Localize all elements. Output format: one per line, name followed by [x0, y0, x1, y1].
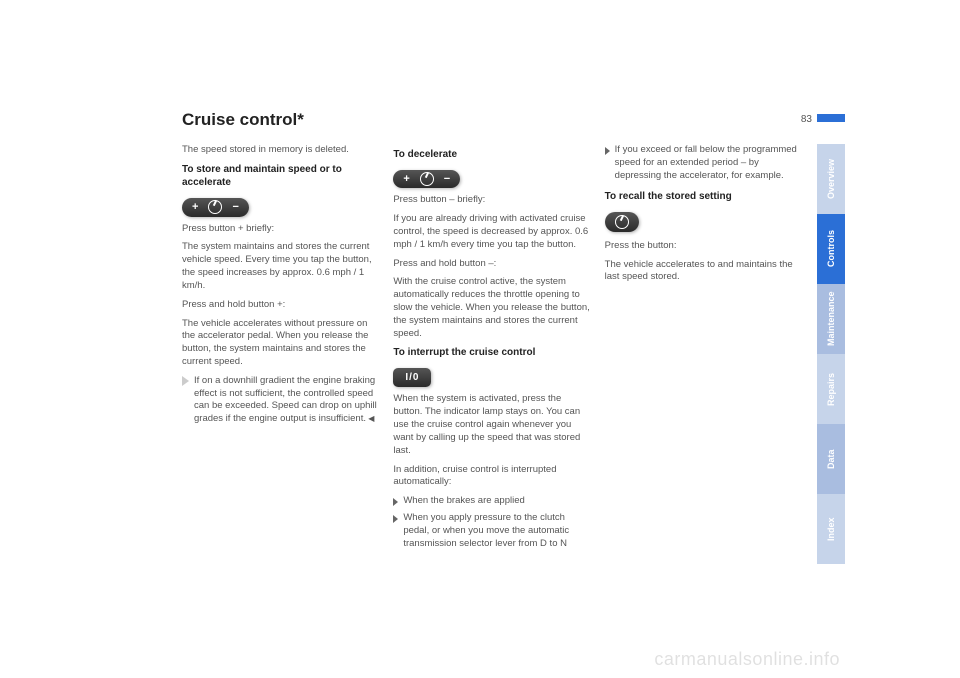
subheading-decelerate: To decelerate: [393, 148, 590, 162]
tab-controls[interactable]: Controls: [817, 214, 845, 284]
body-text: Press the button:: [605, 240, 802, 253]
column-2: To decelerate + − Press button – briefly…: [393, 144, 590, 554]
bullet-icon: [605, 147, 610, 155]
button-graphic-plus-dial-minus: + −: [182, 198, 249, 217]
dial-icon: [420, 172, 434, 186]
plus-icon: +: [192, 200, 198, 215]
bullet-item: If you exceed or fall below the programm…: [605, 144, 802, 182]
bullet-text: When the brakes are applied: [403, 495, 524, 508]
bullet-text: If you exceed or fall below the programm…: [615, 144, 802, 182]
body-text: When the system is activated, press the …: [393, 393, 590, 457]
dial-icon: [208, 200, 222, 214]
bullet-item: When the brakes are applied: [393, 495, 590, 508]
bullet-item: When you apply pressure to the clutch pe…: [393, 512, 590, 550]
subheading-store-speed: To store and maintain speed or to accele…: [182, 163, 379, 190]
bullet-icon: [393, 498, 398, 506]
tab-repairs[interactable]: Repairs: [817, 354, 845, 424]
body-text: Press button + briefly:: [182, 223, 379, 236]
watermark: carmanualsonline.info: [654, 649, 840, 670]
io-button-label: I/0: [393, 368, 431, 388]
minus-icon: −: [232, 200, 238, 215]
body-text: If you are already driving with activate…: [393, 213, 590, 251]
page-accent-bar: [817, 114, 845, 122]
body-text: The vehicle accelerates to and maintains…: [605, 259, 802, 285]
body-text: Press button – briefly:: [393, 194, 590, 207]
bullet-icon: [393, 515, 398, 523]
button-graphic-plus-dial-minus: + −: [393, 170, 460, 189]
dial-icon: [615, 215, 629, 229]
callout-arrow-icon: [182, 376, 189, 386]
body-text: Press and hold button +:: [182, 299, 379, 312]
body-text: In addition, cruise control is interrupt…: [393, 464, 590, 490]
callout-text: If on a downhill gradient the engine bra…: [194, 375, 379, 426]
plus-icon: +: [403, 172, 409, 187]
column-1: The speed stored in memory is deleted. T…: [182, 144, 379, 554]
body-text: With the cruise control active, the syst…: [393, 276, 590, 340]
body-text: Press and hold button –:: [393, 258, 590, 271]
subheading-interrupt: To interrupt the cruise control: [393, 346, 590, 360]
page-body: The speed stored in memory is deleted. T…: [182, 110, 802, 554]
bullet-text: When you apply pressure to the clutch pe…: [403, 512, 590, 550]
tab-data[interactable]: Data: [817, 424, 845, 494]
minus-icon: −: [444, 172, 450, 187]
button-graphic-io: I/0: [393, 368, 431, 388]
body-text: The system maintains and stores the curr…: [182, 241, 379, 292]
column-3: If you exceed or fall below the programm…: [605, 144, 802, 554]
tab-overview[interactable]: Overview: [817, 144, 845, 214]
body-text: The vehicle accelerates without pressure…: [182, 318, 379, 369]
body-text: The speed stored in memory is deleted.: [182, 144, 379, 157]
subheading-recall: To recall the stored setting: [605, 190, 802, 204]
callout-note: If on a downhill gradient the engine bra…: [182, 375, 379, 432]
page-number: 83: [801, 114, 812, 125]
side-tabs: Overview Controls Maintenance Repairs Da…: [817, 144, 845, 564]
button-graphic-dial: [605, 212, 639, 234]
tab-index[interactable]: Index: [817, 494, 845, 564]
tab-maintenance[interactable]: Maintenance: [817, 284, 845, 354]
